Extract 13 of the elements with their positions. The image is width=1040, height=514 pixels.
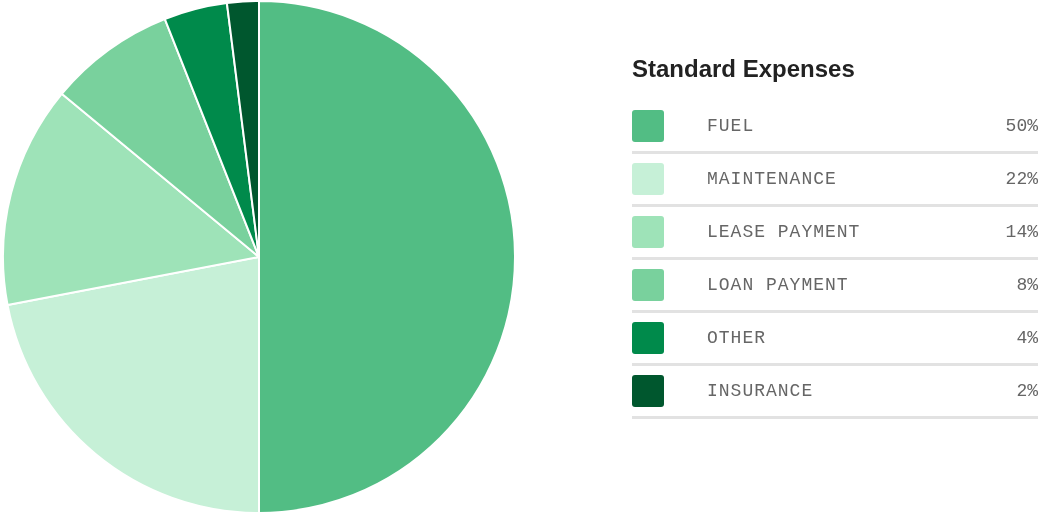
legend-label: FUEL <box>707 116 756 136</box>
data-label: 14% <box>1005 222 1038 242</box>
legend-label: LOAN PAYMENT <box>707 275 850 295</box>
legend-label: MAINTENANCE <box>707 169 838 189</box>
legend-title: Standard Expenses <box>632 55 856 83</box>
legend-label: LEASE PAYMENT <box>707 222 862 242</box>
data-label: 2% <box>1016 381 1038 401</box>
data-label: 50% <box>1005 116 1038 136</box>
data-label: 8% <box>1016 275 1038 295</box>
legend-label: OTHER <box>707 328 767 348</box>
data-label: 4% <box>1016 328 1038 348</box>
legend-label: INSURANCE <box>707 381 815 401</box>
data-label: 22% <box>1005 169 1038 189</box>
